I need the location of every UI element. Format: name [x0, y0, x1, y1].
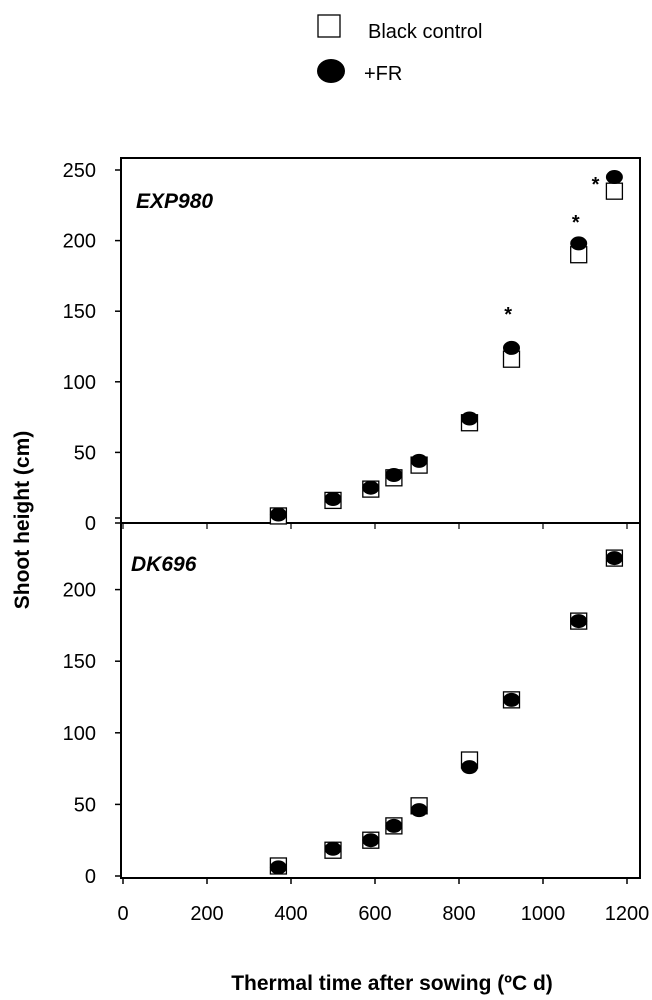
y-tick-label: 200 — [63, 580, 96, 602]
x-tick-label: 0 — [117, 903, 128, 925]
panel-label-dk696: DK696 — [131, 553, 197, 576]
data-marks: * * * — [269, 170, 624, 875]
fr-point — [570, 236, 588, 251]
y-tick-label: 100 — [63, 372, 96, 394]
significance-asterisk: * — [572, 212, 580, 234]
fr-point — [324, 841, 342, 856]
black-control-point — [605, 182, 624, 200]
legend-marker-black-control — [317, 14, 341, 38]
x-tick-label: 400 — [274, 903, 307, 925]
fr-point — [461, 411, 478, 426]
plot-frame — [120, 157, 641, 879]
fr-point — [410, 803, 428, 818]
x-tick-label: 800 — [442, 903, 475, 925]
significance-asterisk: * — [504, 304, 512, 326]
fr-point — [269, 860, 287, 875]
y-tick-label: 150 — [63, 301, 96, 323]
x-tick-label: 200 — [190, 903, 223, 925]
legend: Black control +FR — [317, 14, 483, 85]
fr-point — [503, 340, 520, 355]
y-tick-label: 50 — [74, 442, 96, 464]
y-tick-label: 50 — [74, 794, 96, 816]
fr-point — [385, 818, 403, 833]
fr-point — [605, 551, 623, 566]
fr-point — [605, 170, 623, 185]
fr-point — [324, 491, 342, 506]
y-tick-label: 100 — [63, 723, 96, 745]
legend-marker-fr — [317, 59, 345, 83]
axes: 0 200 400 600 800 1000 1200 0 50 100 150 200 250 0 50 1… — [63, 160, 650, 925]
x-tick-label: 1200 — [605, 903, 650, 925]
panel-label-exp980: EXP980 — [136, 190, 213, 213]
y-tick-label: 0 — [85, 513, 96, 535]
fr-point — [570, 614, 588, 629]
fr-point — [385, 467, 403, 482]
y-tick-label: 250 — [63, 160, 96, 182]
legend-label-fr: +FR — [364, 63, 402, 85]
x-tick-label: 600 — [358, 903, 391, 925]
legend-label-black-control: Black control — [368, 21, 483, 43]
fr-point — [461, 760, 478, 775]
y-tick-label: 0 — [85, 866, 96, 888]
y-tick-label: 150 — [63, 651, 96, 673]
fr-point — [503, 692, 520, 707]
fr-point — [362, 833, 380, 848]
y-tick-label: 200 — [63, 231, 96, 253]
x-axis-title: Thermal time after sowing (ºC d) — [231, 972, 553, 995]
fr-point — [269, 507, 287, 522]
fr-point — [362, 480, 380, 495]
x-tick-label: 1000 — [521, 903, 566, 925]
significance-asterisk: * — [592, 174, 600, 196]
fr-point — [410, 453, 428, 468]
y-axis-title: Shoot height (cm) — [11, 431, 34, 609]
